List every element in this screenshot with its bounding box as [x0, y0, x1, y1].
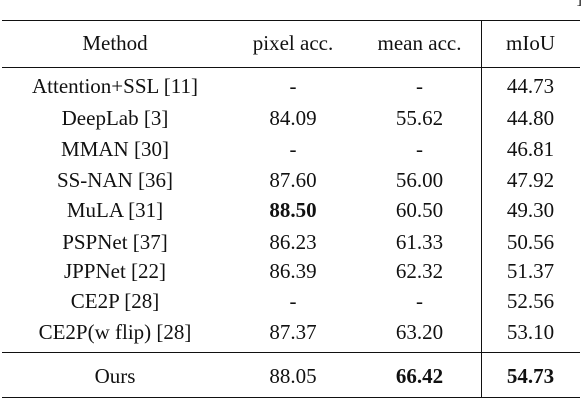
miou-cell-best: 54.73: [506, 364, 555, 388]
miou-cell: 46.81: [506, 137, 555, 161]
table-row: DeepLab [3] 84.09 55.62 44.80: [2, 104, 580, 132]
table-row: SS-NAN [36] 87.60 56.00 47.92: [2, 166, 580, 194]
final-row: Ours 88.05 66.42 54.73: [2, 362, 580, 390]
miou-cell: 44.73: [506, 74, 555, 98]
pixel-acc-cell: -: [289, 289, 297, 313]
mean-acc-cell: 61.33: [395, 230, 444, 254]
mean-acc-cell: 63.20: [395, 320, 444, 344]
bottom-rule: [2, 397, 580, 398]
table-row: PSPNet [37] 86.23 61.33 50.56: [2, 228, 580, 256]
miou-cell: 50.56: [506, 230, 555, 254]
pixel-acc-cell-best: 88.50: [269, 198, 317, 222]
pixel-acc-cell: -: [289, 137, 297, 161]
header-miou: mIoU: [506, 31, 555, 55]
pixel-acc-cell: -: [289, 74, 297, 98]
table-row: MuLA [31] 88.50 60.50 49.30: [2, 196, 580, 224]
header-pixel-acc: pixel acc.: [252, 31, 334, 55]
method-cell: MMAN [30]: [61, 137, 169, 161]
final-row-rule: [2, 352, 580, 353]
method-cell: CE2P [28]: [70, 289, 160, 313]
miou-cell: 51.37: [506, 259, 555, 283]
top-rule: [2, 20, 580, 21]
pixel-acc-cell: 86.39: [269, 259, 317, 283]
method-cell-ours: Ours: [94, 364, 136, 388]
miou-cell: 49.30: [506, 198, 555, 222]
method-cell: Attention+SSL [11]: [31, 74, 199, 98]
method-cell: DeepLab [3]: [61, 106, 169, 130]
method-cell: SS-NAN [36]: [56, 168, 174, 192]
mean-acc-cell-best: 66.42: [395, 364, 444, 388]
method-cell: PSPNet [37]: [62, 230, 168, 254]
mean-acc-cell: -: [416, 289, 423, 313]
table-row: JPPNet [22] 86.39 62.32 51.37: [2, 257, 580, 285]
table-row: MMAN [30] - - 46.81: [2, 135, 580, 163]
table-row: Attention+SSL [11] - - 44.73: [2, 72, 580, 100]
mean-acc-cell: 55.62: [395, 106, 444, 130]
corner-mark: ]: [577, 0, 582, 9]
column-divider: [481, 20, 482, 398]
header-mean-acc: mean acc.: [377, 31, 462, 55]
table-row: CE2P [28] - - 52.56: [2, 287, 580, 315]
header-rule: [2, 67, 580, 68]
mean-acc-cell: 62.32: [395, 259, 444, 283]
method-cell: CE2P(w flip) [28]: [38, 320, 192, 344]
pixel-acc-cell: 86.23: [269, 230, 317, 254]
miou-cell: 52.56: [506, 289, 555, 313]
mean-acc-cell: 56.00: [395, 168, 444, 192]
miou-cell: 44.80: [506, 106, 555, 130]
miou-cell: 53.10: [506, 320, 555, 344]
method-cell: MuLA [31]: [66, 198, 164, 222]
pixel-acc-cell-ours: 88.05: [269, 364, 317, 388]
mean-acc-cell: 60.50: [395, 198, 444, 222]
header-row: Method pixel acc. mean acc. mIoU: [2, 29, 580, 57]
pixel-acc-cell: 87.37: [269, 320, 317, 344]
table-row: CE2P(w flip) [28] 87.37 63.20 53.10: [2, 318, 580, 346]
header-method: Method: [82, 31, 148, 55]
pixel-acc-cell: 84.09: [269, 106, 317, 130]
pixel-acc-cell: 87.60: [269, 168, 317, 192]
mean-acc-cell: -: [416, 74, 423, 98]
mean-acc-cell: -: [416, 137, 423, 161]
method-cell: JPPNet [22]: [63, 259, 167, 283]
miou-cell: 47.92: [506, 168, 555, 192]
